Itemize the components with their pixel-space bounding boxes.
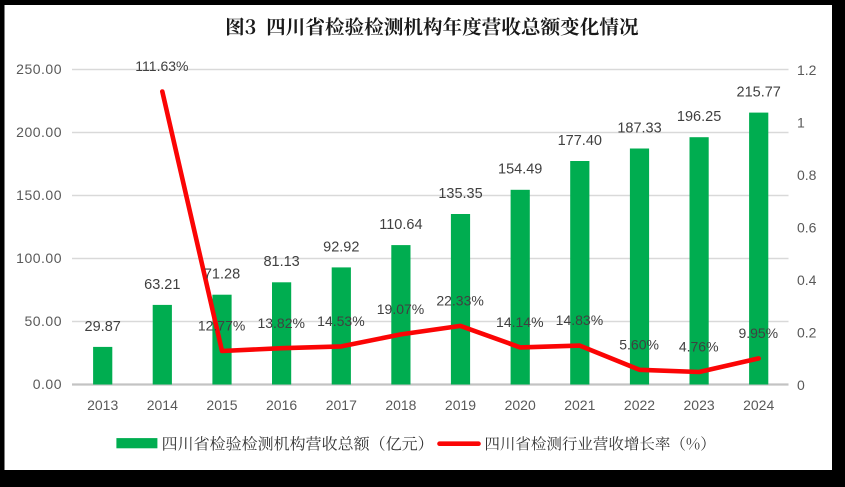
svg-text:0.8: 0.8	[797, 167, 817, 183]
svg-text:2022: 2022	[624, 397, 655, 413]
svg-text:2019: 2019	[445, 397, 476, 413]
svg-text:2014: 2014	[147, 397, 178, 413]
svg-text:154.49: 154.49	[498, 162, 542, 178]
svg-text:2017: 2017	[326, 397, 357, 413]
svg-text:2018: 2018	[385, 397, 416, 413]
svg-text:4.76%: 4.76%	[679, 339, 719, 355]
svg-text:0.6: 0.6	[797, 219, 817, 235]
svg-text:250.00: 250.00	[16, 61, 62, 77]
svg-text:50.00: 50.00	[24, 313, 62, 329]
svg-text:14.14%: 14.14%	[496, 314, 543, 330]
svg-text:0.4: 0.4	[797, 272, 817, 288]
svg-text:63.21: 63.21	[144, 277, 180, 293]
svg-text:71.28: 71.28	[204, 267, 240, 283]
svg-text:196.25: 196.25	[677, 109, 721, 125]
svg-text:2016: 2016	[266, 397, 297, 413]
svg-text:19.07%: 19.07%	[377, 301, 424, 317]
svg-text:177.40: 177.40	[558, 133, 602, 149]
svg-text:215.77: 215.77	[737, 85, 781, 101]
svg-text:14.83%: 14.83%	[556, 312, 603, 328]
svg-text:12.77%: 12.77%	[198, 318, 245, 334]
svg-text:92.92: 92.92	[323, 239, 359, 255]
svg-text:2023: 2023	[684, 397, 715, 413]
svg-text:0: 0	[797, 377, 805, 393]
svg-text:2013: 2013	[87, 397, 118, 413]
svg-text:187.33: 187.33	[617, 120, 661, 136]
svg-text:2021: 2021	[564, 397, 595, 413]
svg-text:110.64: 110.64	[379, 217, 422, 233]
svg-text:2015: 2015	[206, 397, 237, 413]
svg-text:5.60%: 5.60%	[619, 336, 659, 352]
svg-text:1: 1	[797, 114, 805, 130]
svg-text:135.35: 135.35	[438, 186, 482, 202]
svg-text:2020: 2020	[505, 397, 536, 413]
svg-text:9.95%: 9.95%	[738, 325, 778, 341]
svg-text:111.63%: 111.63%	[135, 58, 188, 74]
svg-text:1.2: 1.2	[797, 62, 817, 78]
svg-text:81.13: 81.13	[263, 254, 299, 270]
svg-text:13.82%: 13.82%	[257, 315, 304, 331]
svg-text:100.00: 100.00	[16, 250, 62, 266]
svg-text:0.2: 0.2	[797, 324, 817, 340]
svg-text:14.53%: 14.53%	[317, 313, 364, 329]
svg-text:22.33%: 22.33%	[436, 293, 483, 309]
svg-text:29.87: 29.87	[85, 319, 121, 335]
svg-text:0.00: 0.00	[33, 376, 62, 392]
svg-text:2024: 2024	[743, 397, 774, 413]
svg-text:200.00: 200.00	[16, 124, 62, 140]
svg-text:150.00: 150.00	[16, 187, 62, 203]
